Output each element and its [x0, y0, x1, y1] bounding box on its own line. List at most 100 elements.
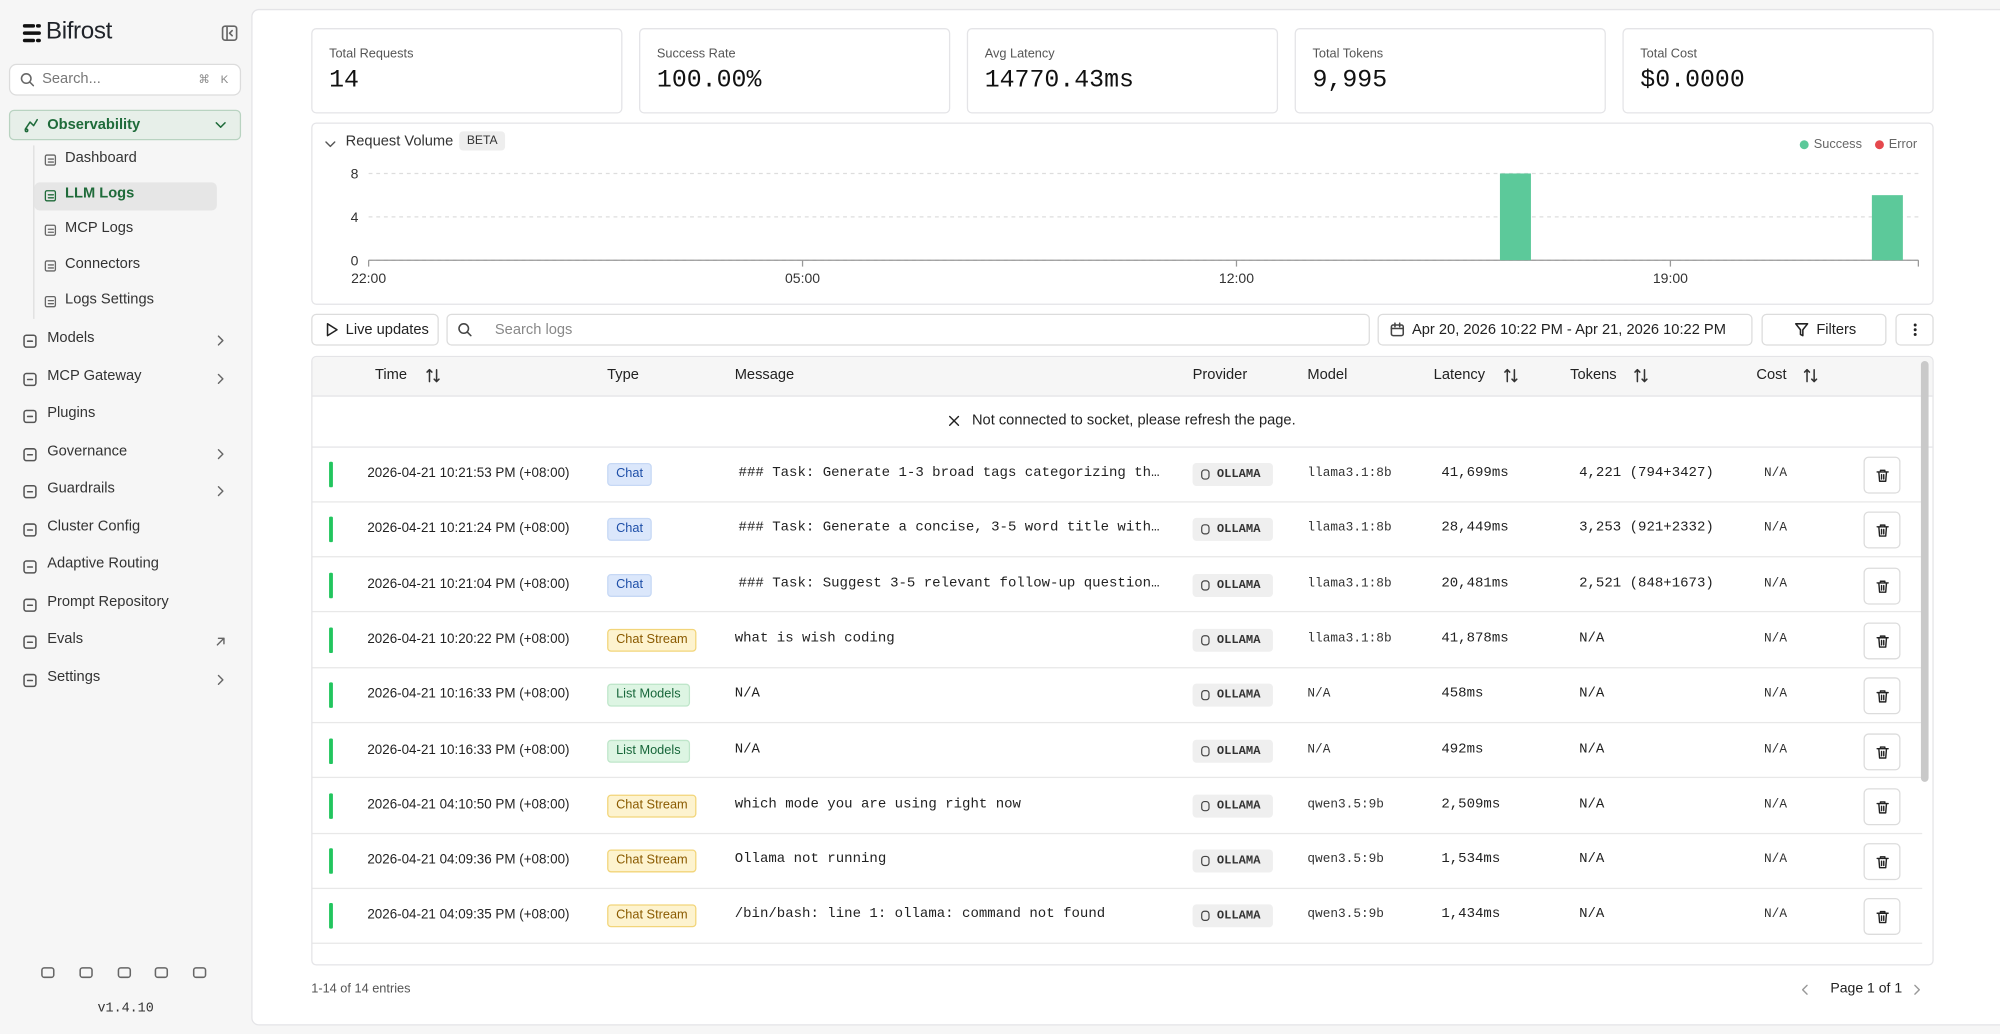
main-panel: Total Requests 14 Success Rate 100.00% Avg L…	[251, 8, 2000, 1026]
y-tick-label: 0	[351, 252, 359, 268]
nav-item[interactable]: Prompt Repository	[47, 593, 169, 610]
subnav-item[interactable]: Dashboard	[65, 150, 137, 166]
status-indicator	[329, 516, 333, 543]
button-label: Live updates	[345, 322, 429, 339]
provider-name: OLLAMA	[1216, 522, 1261, 537]
tokens-cell: 2,521 (848+1673)	[1579, 576, 1714, 592]
provider-icon	[1201, 635, 1210, 646]
more-icon	[1913, 323, 1917, 336]
legend: Success Error	[1799, 135, 1917, 153]
delete-button[interactable]	[1863, 622, 1901, 660]
latency-cell: 2,509ms	[1441, 796, 1501, 813]
table-row[interactable]	[312, 447, 1923, 503]
nav-item[interactable]: Models	[47, 330, 95, 346]
trash-icon	[1876, 800, 1889, 814]
prev-page	[1801, 984, 1808, 995]
nav-item[interactable]: Settings	[47, 669, 101, 685]
table-row[interactable]	[312, 558, 1923, 613]
table-row[interactable]	[312, 778, 1923, 834]
nav-item-active-group[interactable]: Observability	[8, 109, 242, 141]
collapse-icon	[221, 25, 238, 42]
subnav-item[interactable]: Connectors	[65, 256, 141, 272]
subnav-item[interactable]: MCP Logs	[65, 221, 134, 237]
type-badge: Chat	[607, 518, 652, 542]
column-header: Type	[607, 367, 639, 383]
model-cell: qwen3.5:9b	[1307, 853, 1384, 868]
nav-item[interactable]: Governance	[47, 443, 128, 459]
entries-count: 1-14 of 14 entries	[311, 982, 411, 997]
provider-name: OLLAMA	[1216, 687, 1261, 702]
filters-button[interactable]: Filters	[1761, 313, 1887, 346]
stat-value: 14770.43ms	[984, 66, 1134, 95]
cost-cell: N/A	[1764, 632, 1788, 647]
footer-icon	[41, 967, 55, 979]
live-updates-button[interactable]: Live updates	[311, 313, 439, 346]
nav-item[interactable]: Adaptive Routing	[47, 556, 159, 572]
delete-button[interactable]	[1863, 456, 1901, 494]
table-row[interactable]	[312, 834, 1923, 889]
stat-label: Success Rate	[656, 47, 736, 62]
delete-button[interactable]	[1863, 511, 1901, 549]
stat-card: Success Rate 100.00%	[639, 28, 951, 114]
provider-chip: OLLAMA	[1192, 518, 1273, 542]
chart-badge: BETA	[459, 131, 506, 151]
provider-chip: OLLAMA	[1192, 683, 1273, 707]
provider-icon	[1201, 524, 1210, 535]
page-indicator: Page 1 of 1	[1830, 980, 1903, 997]
provider-icon	[1201, 800, 1210, 812]
type-badge: Chat Stream	[607, 628, 697, 652]
search-placeholder: Search...	[42, 71, 101, 87]
provider-icon	[1201, 579, 1210, 591]
y-tick-label: 8	[351, 166, 359, 182]
delete-button[interactable]	[1863, 788, 1901, 825]
delete-button[interactable]	[1863, 843, 1901, 881]
nav-item[interactable]: Guardrails	[47, 480, 115, 497]
nav-item[interactable]: Cluster Config	[47, 518, 141, 534]
more-button[interactable]	[1895, 313, 1934, 346]
date-range[interactable]: Apr 20, 2026 10:22 PM - Apr 21, 2026 10:…	[1377, 313, 1753, 346]
subnav-icon	[44, 260, 57, 272]
nav-item[interactable]: Evals	[47, 631, 84, 647]
subnav-item[interactable]: Logs Settings	[65, 291, 154, 308]
time-cell: 2026-04-21 10:21:24 PM (+08:00)	[367, 520, 570, 537]
delete-button[interactable]	[1863, 567, 1901, 605]
cost-cell: N/A	[1764, 687, 1788, 702]
column-header[interactable]: Time	[374, 367, 408, 383]
stat-label: Avg Latency	[984, 47, 1055, 62]
nav-item[interactable]: Plugins	[47, 405, 96, 421]
table-row[interactable]	[312, 502, 1923, 558]
delete-button[interactable]	[1863, 898, 1901, 936]
nav-chevron	[217, 674, 224, 685]
provider-icon	[1201, 690, 1210, 701]
nav-item[interactable]: MCP Gateway	[47, 367, 142, 384]
chart-title: Request Volume	[345, 133, 454, 150]
stat-label: Total Cost	[1640, 47, 1698, 62]
subnav-icon	[44, 295, 57, 308]
stat-card: Total Cost $0.0000	[1622, 28, 1934, 114]
message-cell: ### Task: Generate 1-3 broad tags catego…	[738, 465, 1160, 481]
type-badge: Chat Stream	[607, 849, 697, 873]
model-cell: N/A	[1307, 687, 1331, 702]
notice-row	[312, 397, 1933, 448]
message-cell: what is wish coding	[734, 631, 895, 647]
status-indicator	[329, 461, 333, 488]
footer-icon	[117, 967, 132, 979]
provider-name: OLLAMA	[1216, 853, 1261, 868]
subnav-item[interactable]: LLM Logs	[65, 185, 135, 202]
delete-button[interactable]	[1863, 677, 1901, 715]
column-header[interactable]: Cost	[1756, 367, 1787, 383]
model-cell: llama3.1:8b	[1307, 632, 1392, 647]
table-row[interactable]	[312, 889, 1923, 945]
bar	[1871, 195, 1903, 261]
message-cell: N/A	[734, 741, 760, 758]
delete-button[interactable]	[1863, 732, 1901, 770]
message-cell: which mode you are using right now	[734, 796, 1021, 813]
table-row[interactable]	[312, 723, 1923, 779]
table-row[interactable]	[312, 613, 1923, 668]
search-box[interactable]: Search... ⌘ K	[8, 63, 242, 96]
column-header[interactable]: Tokens	[1570, 367, 1617, 383]
table-row[interactable]	[312, 668, 1923, 724]
log-search[interactable]: Search logs	[446, 313, 1370, 346]
column-header[interactable]: Latency	[1433, 367, 1486, 383]
